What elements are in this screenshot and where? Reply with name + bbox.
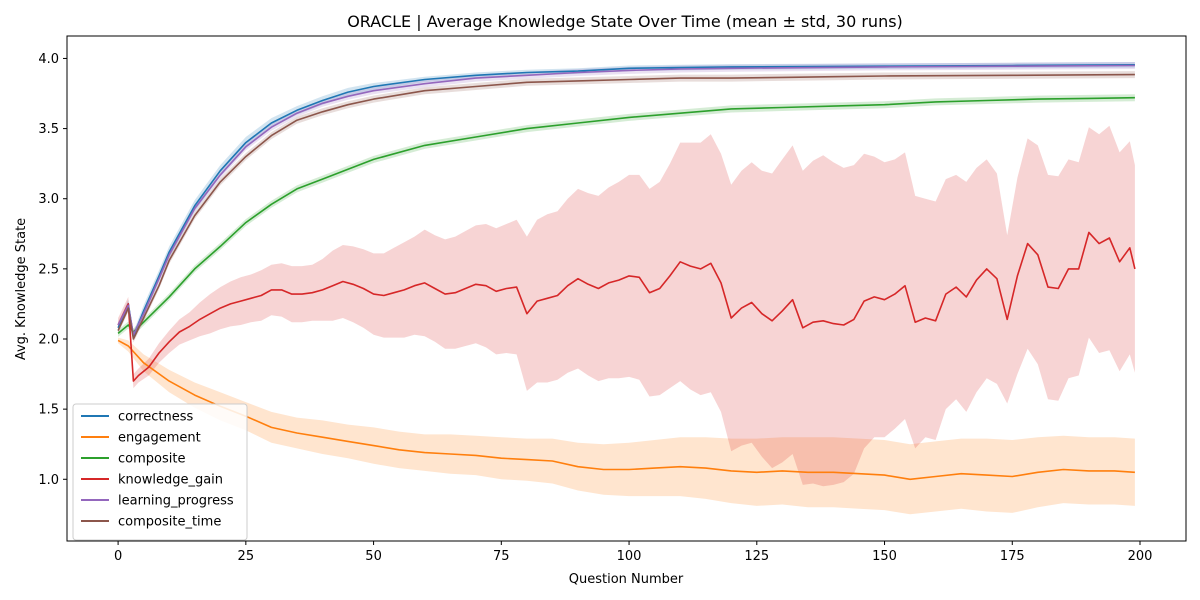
y-tick-label-4: 4.0 [38, 52, 59, 67]
x-tick-label-200: 200 [1128, 549, 1153, 564]
y-axis: 1.0 1.5 2.0 2.5 3.0 3.5 4.0 [38, 52, 67, 488]
std-bands [118, 62, 1135, 515]
correctness-line [117, 64, 1135, 337]
x-tick-label-75: 75 [493, 549, 510, 564]
y-axis-label: Avg. Knowledge State [14, 218, 29, 360]
legend-label-engagement: engagement [118, 431, 201, 446]
x-tick-label-0: 0 [114, 549, 122, 564]
x-tick-label-125: 125 [744, 549, 769, 564]
x-axis: 0 25 50 75 100 125 150 175 200 [114, 541, 1152, 564]
mean-lines [117, 64, 1136, 481]
learning_progress-line [117, 64, 1135, 336]
x-axis-label: Question Number [569, 572, 684, 587]
y-tick-label-2.5: 2.5 [38, 262, 59, 277]
legend-label-composite_time: composite_time [118, 515, 221, 530]
legend-label-correctness: correctness [118, 410, 194, 425]
plot-area [117, 62, 1136, 515]
y-tick-label-1: 1.0 [38, 473, 59, 488]
x-tick-label-25: 25 [238, 549, 255, 564]
legend-label-knowledge_gain: knowledge_gain [118, 473, 223, 488]
knowledge_gain-std-band [118, 125, 1135, 487]
x-tick-label-50: 50 [365, 549, 382, 564]
composite_time-line [117, 73, 1135, 340]
y-tick-label-2: 2.0 [38, 333, 59, 348]
engagement-line [117, 339, 1135, 481]
y-tick-label-3.5: 3.5 [38, 122, 59, 137]
knowledge_gain-line [117, 231, 1136, 382]
legend-box [72, 403, 248, 541]
y-tick-label-1.5: 1.5 [38, 403, 59, 418]
chart-title: ORACLE | Average Knowledge State Over Ti… [347, 12, 903, 31]
engagement-std-band [118, 337, 1135, 515]
x-tick-label-150: 150 [872, 549, 897, 564]
x-tick-label-100: 100 [617, 549, 642, 564]
y-tick-label-3: 3.0 [38, 192, 59, 207]
legend-label-composite: composite [118, 452, 185, 467]
plot-frame [66, 35, 1187, 542]
x-tick-label-175: 175 [1000, 549, 1025, 564]
composite-line [117, 96, 1135, 335]
legend: correctness engagement composite knowledge_… [72, 403, 248, 541]
legend-label-learning_progress: learning_progress [118, 494, 234, 509]
